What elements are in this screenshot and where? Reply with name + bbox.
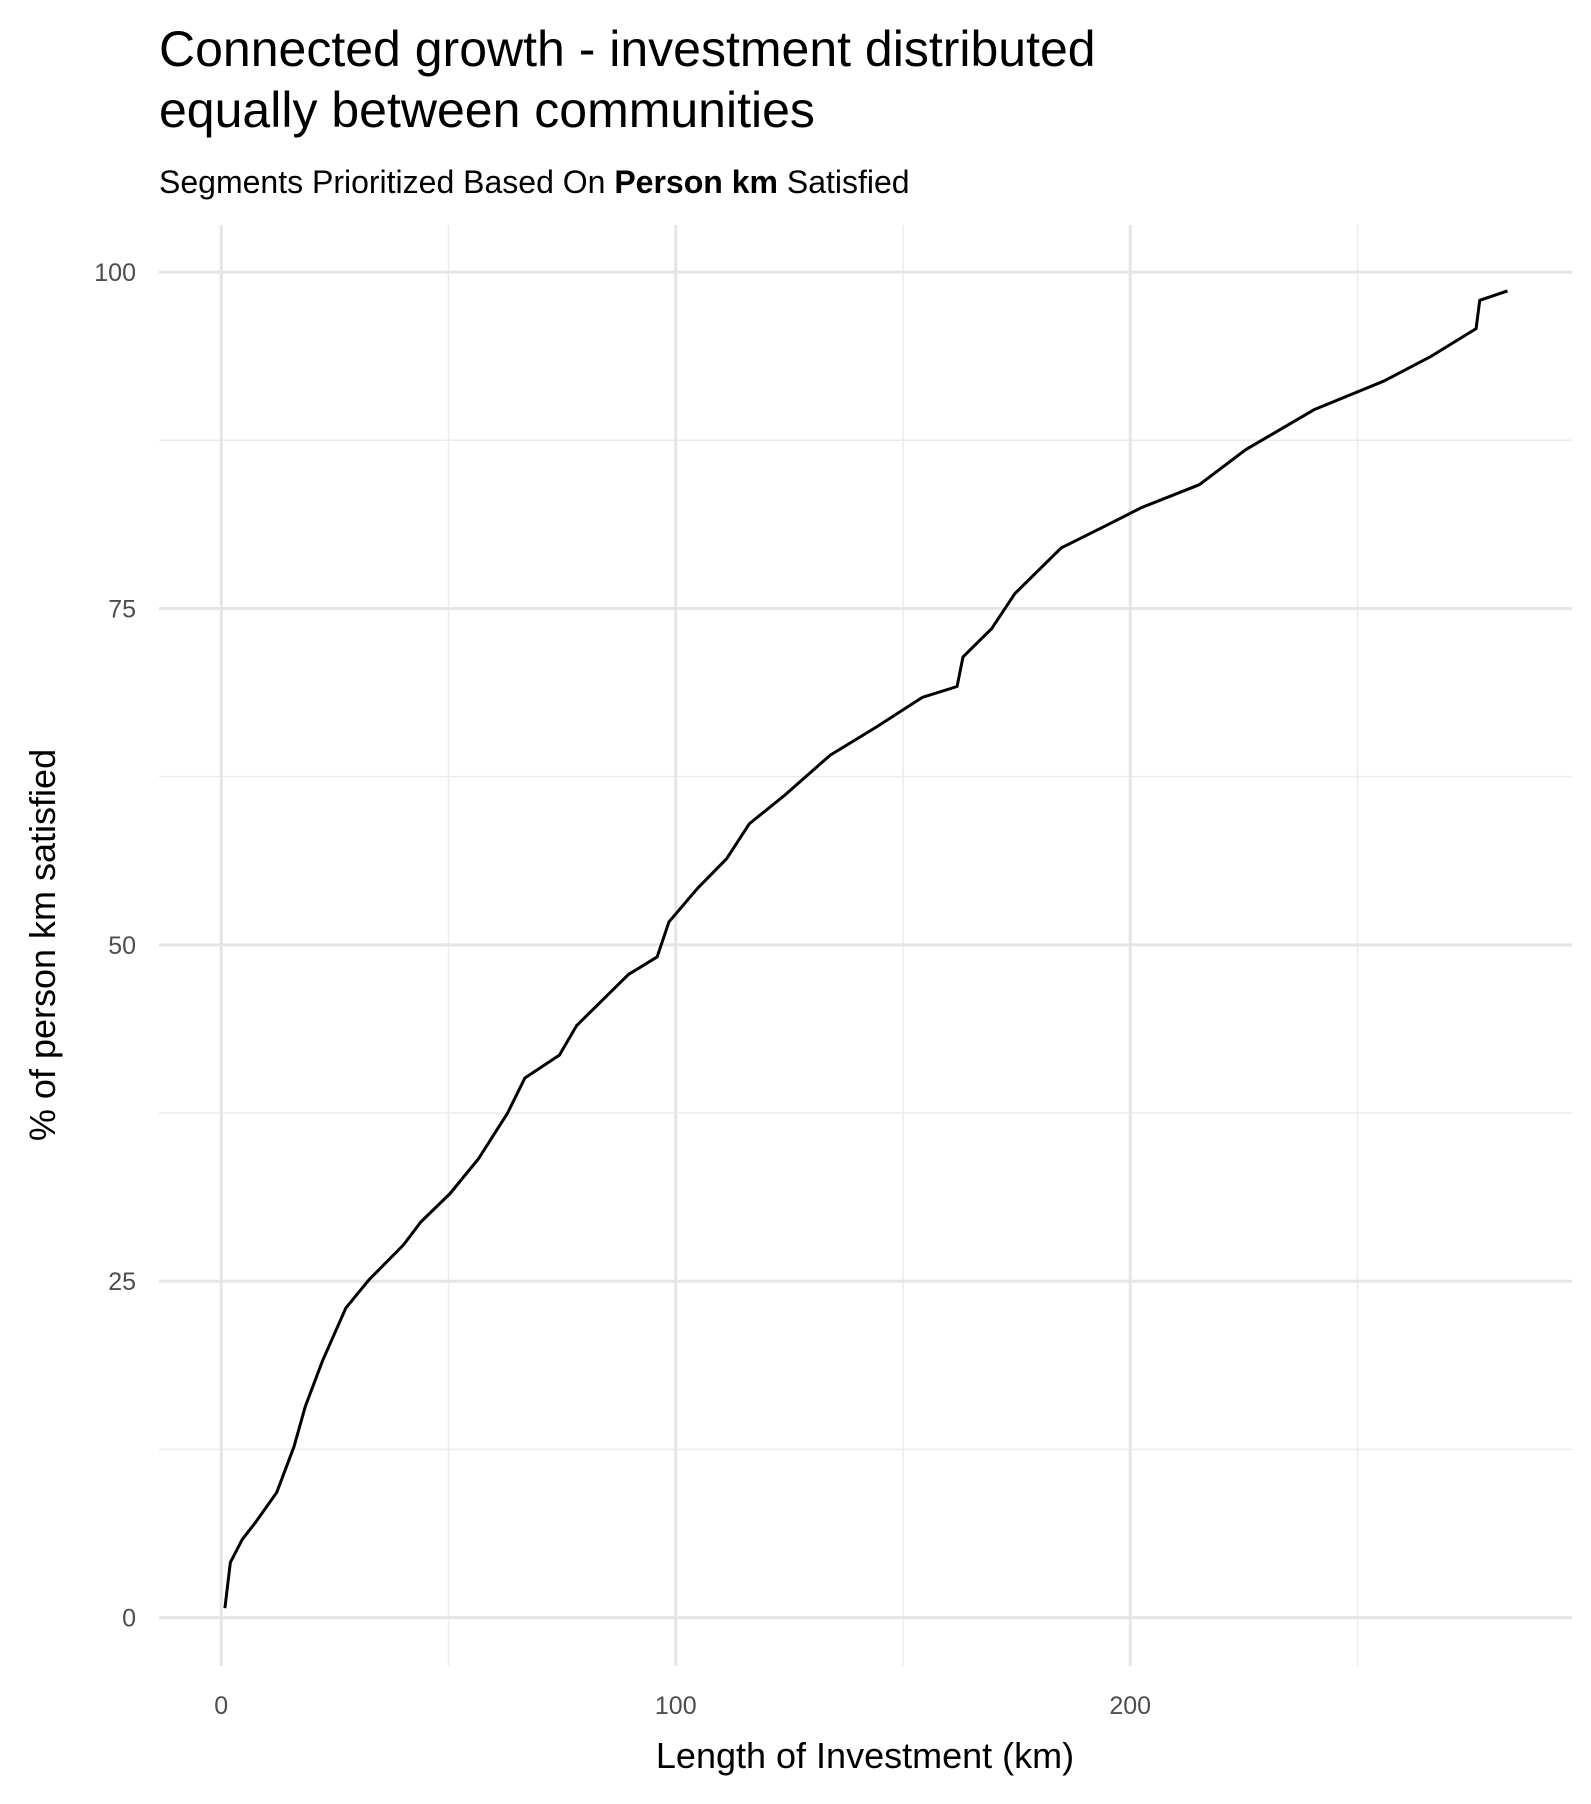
chart-title: equally between communities <box>159 82 815 138</box>
y-tick-label: 75 <box>108 595 136 623</box>
data-line <box>223 289 1508 1609</box>
x-tick-label: 0 <box>214 1692 228 1720</box>
y-tick-label: 50 <box>108 932 136 960</box>
subtitle-part: Satisfied <box>778 164 910 200</box>
subtitle-part: Person km <box>614 164 778 200</box>
y-tick-label: 100 <box>94 259 136 287</box>
y-tick-label: 0 <box>122 1605 136 1633</box>
x-tick-label: 200 <box>1109 1692 1151 1720</box>
chart-title: Connected growth - investment distribute… <box>159 21 1096 77</box>
y-axis-label: % of person km satisfied <box>22 749 63 1141</box>
subtitle-part: Segments Prioritized Based On <box>159 164 614 200</box>
x-axis-label: Length of Investment (km) <box>656 1735 1074 1776</box>
chart-subtitle: Segments Prioritized Based On Person km … <box>159 164 910 200</box>
y-tick-label: 25 <box>108 1268 136 1296</box>
x-tick-label: 100 <box>655 1692 697 1720</box>
